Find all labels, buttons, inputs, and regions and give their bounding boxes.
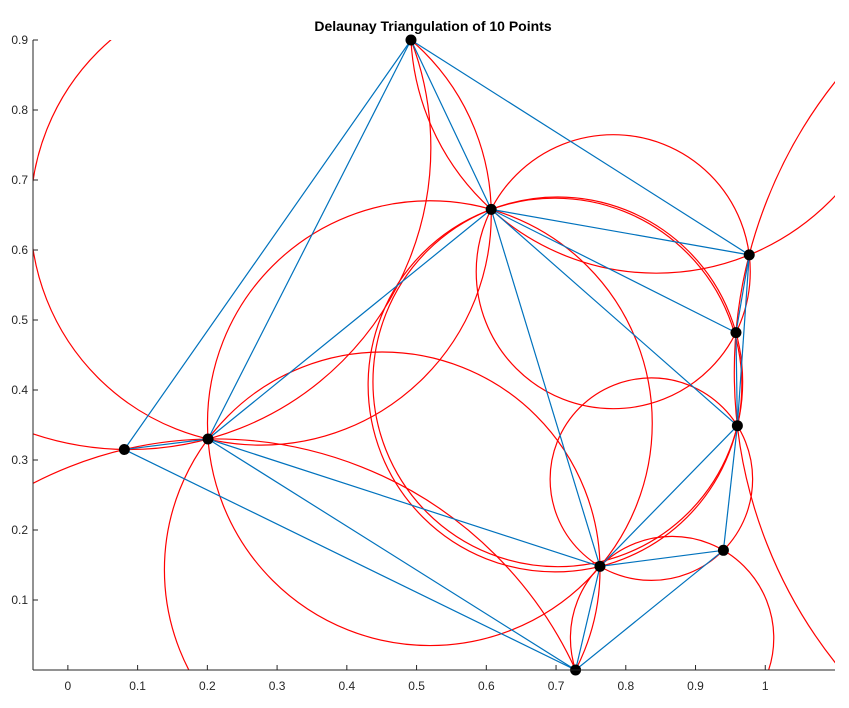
circumcircle-1: [33, 40, 492, 446]
edge-2-4: [410, 40, 750, 256]
edge-1-3: [207, 208, 492, 440]
edge-3-8: [490, 209, 601, 567]
edge-5-6: [735, 332, 738, 426]
axes: [32, 40, 835, 671]
data-point-0: [118, 444, 130, 455]
x-tick-label: 0: [65, 679, 72, 693]
edge-7-8: [599, 549, 724, 567]
data-point-3: [485, 203, 497, 215]
data-point-4: [743, 249, 755, 261]
circumcircle-6: [367, 197, 743, 573]
x-tick-label: 0.2: [199, 679, 216, 693]
y-tick-label: 0.9: [11, 33, 28, 47]
circumcircle-8: [475, 134, 751, 410]
x-tick-label: 0.4: [338, 679, 355, 693]
chart-title: Delaunay Triangulation of 10 Points: [314, 18, 551, 34]
edge-0-1: [124, 438, 209, 451]
circumcircle-10: [549, 377, 754, 582]
x-tick-label: 1: [762, 679, 769, 693]
edge-8-9: [574, 566, 601, 670]
edge-1-2: [207, 40, 412, 440]
data-point-5: [730, 327, 742, 339]
circumcircle-0: [33, 40, 432, 451]
x-tick-label: 0.7: [548, 679, 565, 693]
y-tick-label: 0.2: [11, 523, 28, 537]
data-point-2: [405, 34, 417, 46]
edge-1-9: [207, 438, 576, 670]
x-tick-label: 0.8: [617, 679, 634, 693]
circumcircle-11: [569, 535, 775, 670]
edge-7-9: [575, 549, 724, 670]
y-tick-label: 0.4: [11, 383, 28, 397]
edge-4-5: [735, 254, 750, 333]
edge-3-4: [491, 208, 750, 256]
circumcircle-9: [733, 81, 835, 664]
data-point-7: [717, 544, 729, 556]
edge-1-8: [207, 438, 601, 567]
edge-3-5: [490, 208, 737, 334]
y-tick-label: 0.6: [11, 243, 28, 257]
edge-0-9: [124, 448, 576, 670]
y-tick-label: 0.8: [11, 103, 28, 117]
x-tick-label: 0.3: [269, 679, 286, 693]
data-point-8: [594, 560, 606, 572]
circumcircle-2: [410, 40, 835, 274]
edge-3-6: [490, 208, 738, 427]
edge-6-8: [599, 425, 738, 567]
circumcircle-3: [33, 438, 577, 670]
x-tick-label: 0.1: [129, 679, 146, 693]
data-point-1: [202, 433, 214, 445]
x-tick-label: 0.6: [478, 679, 495, 693]
edge-0-2: [123, 40, 412, 450]
x-tick-label: 0.5: [408, 679, 425, 693]
data-point-6: [731, 420, 743, 432]
triangulation-edges-layer: [123, 40, 750, 670]
edge-4-6: [736, 254, 750, 426]
circumcircle-4: [163, 351, 601, 670]
x-tick-label: 0.9: [687, 679, 704, 693]
edge-2-3: [410, 40, 492, 210]
circumcircle-5: [206, 200, 653, 647]
y-tick-label: 0.7: [11, 173, 28, 187]
circumcircle-7: [372, 196, 744, 568]
y-tick-label: 0.3: [11, 453, 28, 467]
y-tick-label: 0.1: [11, 593, 28, 607]
points-layer: [118, 34, 755, 676]
edge-6-7: [722, 425, 738, 551]
y-tick-label: 0.5: [11, 313, 28, 327]
tick-labels: 0 0.1 0.2 0.3 0.4 0.5 0.6 0.7 0.8 0.9 1 0.1 0.2 0.3 0.…: [11, 33, 769, 693]
